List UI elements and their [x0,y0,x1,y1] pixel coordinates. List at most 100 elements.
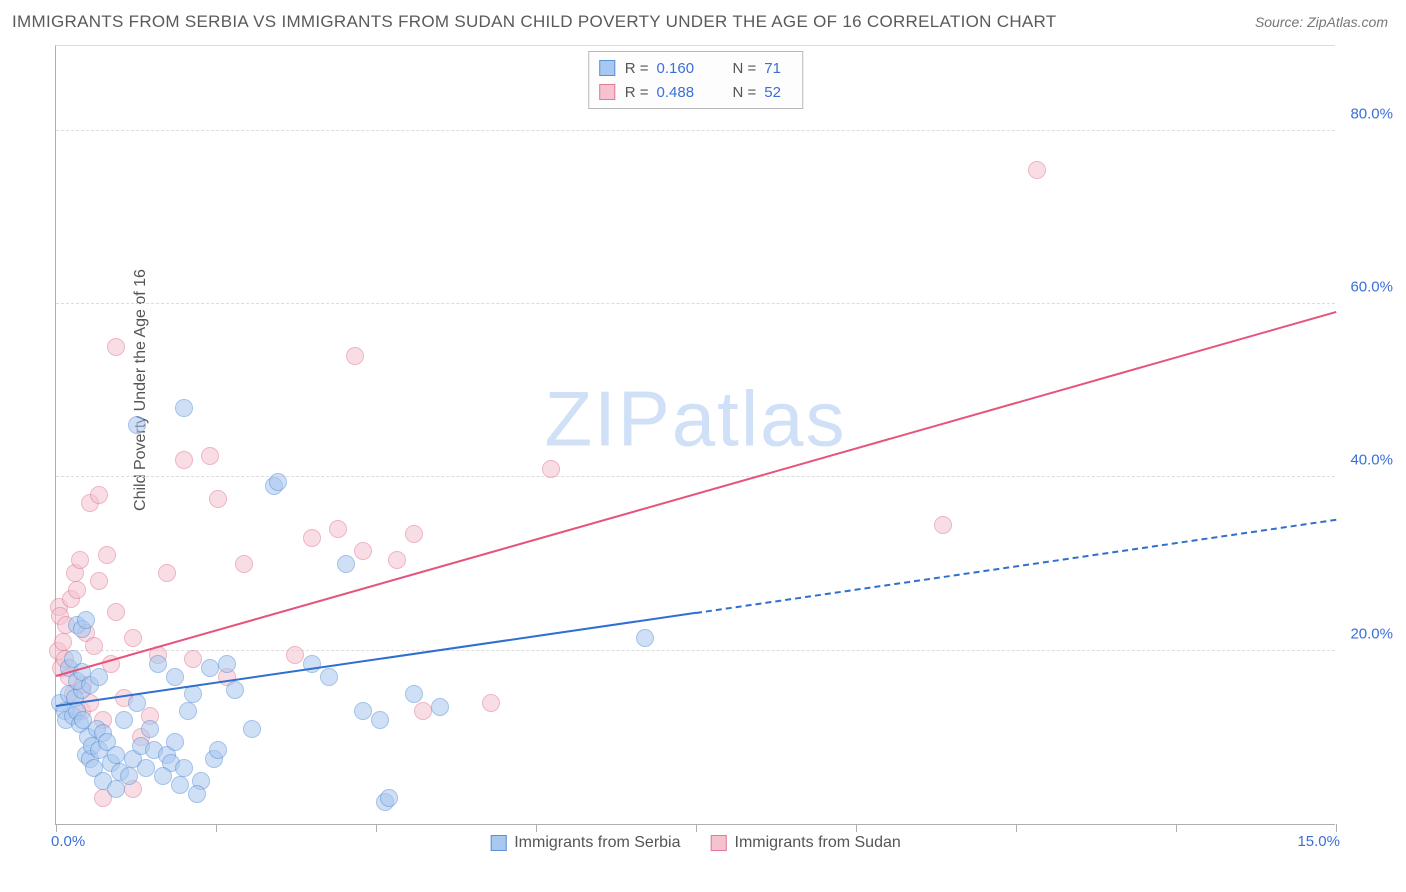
x-tick [1176,824,1177,832]
scatter-point-serbia [218,655,236,673]
legend-correlation: R = 0.160 N = 71 R = 0.488 N = 52 [588,51,804,109]
x-tick [536,824,537,832]
n-label: N = [733,60,757,77]
x-tick [696,824,697,832]
scatter-point-serbia [380,789,398,807]
scatter-point-sudan [414,702,432,720]
scatter-point-sudan [329,520,347,538]
n-value-serbia: 71 [764,60,792,77]
scatter-point-sudan [405,525,423,543]
scatter-point-serbia [171,776,189,794]
scatter-point-sudan [346,347,364,365]
scatter-point-serbia [209,741,227,759]
x-tick [856,824,857,832]
scatter-point-sudan [90,486,108,504]
x-tick [56,824,57,832]
scatter-point-serbia [431,698,449,716]
legend-item-serbia: Immigrants from Serbia [490,834,680,852]
legend-swatch-serbia [599,60,615,76]
scatter-point-serbia [166,668,184,686]
scatter-point-sudan [388,551,406,569]
scatter-point-serbia [166,733,184,751]
scatter-point-sudan [201,447,219,465]
scatter-point-serbia [154,767,172,785]
scatter-point-serbia [175,399,193,417]
scatter-point-serbia [149,655,167,673]
y-tick-label: 60.0% [1350,279,1393,296]
y-tick-label: 40.0% [1350,452,1393,469]
trendline-serbia-dashed [696,519,1336,614]
scatter-point-serbia [77,611,95,629]
scatter-point-sudan [209,490,227,508]
legend-row-sudan: R = 0.488 N = 52 [599,80,793,104]
scatter-point-sudan [934,516,952,534]
legend-label-sudan: Immigrants from Sudan [734,834,900,852]
x-tick [1336,824,1337,832]
scatter-point-serbia [354,702,372,720]
source-text: Source: ZipAtlas.com [1255,14,1388,30]
scatter-point-serbia [128,694,146,712]
scatter-point-serbia [90,668,108,686]
scatter-point-sudan [107,603,125,621]
scatter-point-serbia [243,720,261,738]
scatter-point-serbia [269,473,287,491]
legend-row-serbia: R = 0.160 N = 71 [599,56,793,80]
scatter-point-sudan [354,542,372,560]
watermark-part1: ZIP [544,374,671,465]
legend-swatch-serbia [490,835,506,851]
watermark: ZIPatlas [544,374,846,465]
scatter-point-serbia [107,746,125,764]
scatter-point-sudan [1028,161,1046,179]
y-tick-label: 20.0% [1350,625,1393,642]
x-tick [1016,824,1017,832]
r-value-serbia: 0.160 [657,60,707,77]
scatter-point-sudan [85,637,103,655]
scatter-point-serbia [141,720,159,738]
plot-area: ZIPatlas R = 0.160 N = 71 R = 0.488 N = … [55,45,1335,825]
scatter-point-serbia [201,659,219,677]
scatter-point-sudan [90,572,108,590]
scatter-point-sudan [71,551,89,569]
x-axis-min-label: 0.0% [51,833,85,850]
y-tick-label: 80.0% [1350,105,1393,122]
gridline [56,650,1335,651]
r-label: R = [625,60,649,77]
scatter-point-sudan [54,633,72,651]
legend-swatch-sudan [710,835,726,851]
trendline-sudan [56,311,1337,677]
legend-swatch-sudan [599,84,615,100]
scatter-point-sudan [124,629,142,647]
legend-series: Immigrants from Serbia Immigrants from S… [490,834,901,852]
scatter-point-serbia [128,416,146,434]
x-tick [216,824,217,832]
scatter-point-serbia [175,759,193,777]
scatter-point-serbia [371,711,389,729]
scatter-point-serbia [188,785,206,803]
scatter-point-serbia [320,668,338,686]
scatter-point-sudan [303,529,321,547]
scatter-point-serbia [115,711,133,729]
scatter-point-serbia [107,780,125,798]
scatter-point-serbia [137,759,155,777]
r-label: R = [625,84,649,101]
scatter-point-sudan [107,338,125,356]
gridline [56,130,1335,131]
x-tick [376,824,377,832]
scatter-point-sudan [158,564,176,582]
scatter-point-sudan [542,460,560,478]
scatter-point-sudan [286,646,304,664]
scatter-point-sudan [235,555,253,573]
gridline [56,303,1335,304]
legend-label-serbia: Immigrants from Serbia [514,834,680,852]
scatter-point-serbia [405,685,423,703]
scatter-point-serbia [179,702,197,720]
scatter-point-sudan [482,694,500,712]
scatter-point-sudan [68,581,86,599]
n-label: N = [733,84,757,101]
scatter-point-sudan [98,546,116,564]
r-value-sudan: 0.488 [657,84,707,101]
scatter-point-sudan [184,650,202,668]
scatter-point-serbia [337,555,355,573]
watermark-part2: atlas [672,374,847,465]
chart-title: IMMIGRANTS FROM SERBIA VS IMMIGRANTS FRO… [12,12,1057,32]
